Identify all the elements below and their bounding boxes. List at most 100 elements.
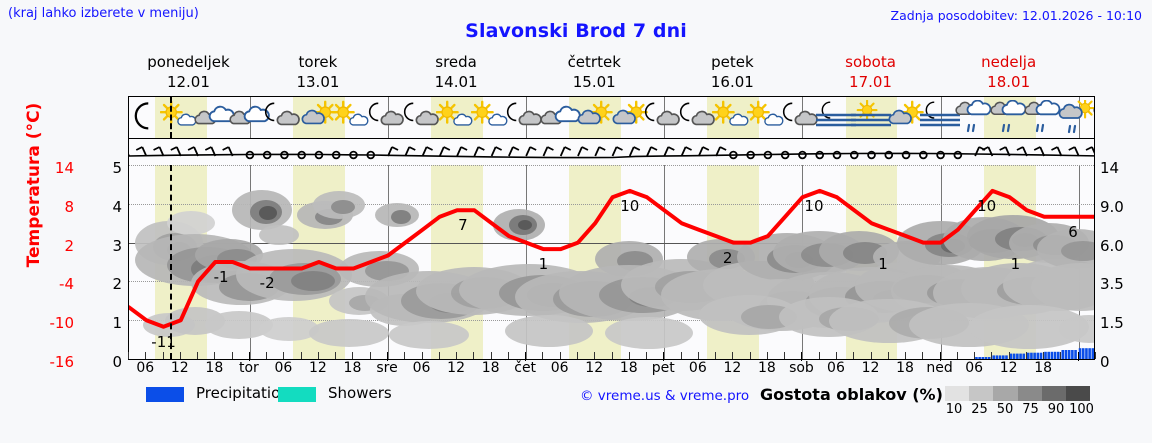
x-tick [369, 352, 371, 359]
wind-barb [999, 146, 1011, 157]
day-header-strip: ponedeljek 12.01 torek 13.01 sreda 14.01 četrt… [128, 52, 1095, 96]
x-axis-label: pet [651, 360, 675, 376]
x-tick [1077, 352, 1079, 361]
wind-barb [245, 150, 255, 160]
x-tick [853, 352, 855, 359]
day-header-6: sobota 17.01 [801, 52, 939, 96]
wind-barb [594, 146, 606, 157]
x-tick [231, 352, 233, 359]
wind-barb [1068, 146, 1080, 157]
x-tick [473, 352, 475, 359]
x-tick [179, 352, 181, 359]
day-name: nedelja [981, 53, 1037, 71]
day-name: četrtek [567, 53, 621, 71]
cloud-tick-5: 0 [1100, 353, 1110, 371]
day-name: sreda [435, 53, 477, 71]
temperature-value-label: 1 [538, 255, 549, 274]
cloud-density-legend-title: Gostota oblakov (%) [760, 385, 943, 404]
x-tick [732, 352, 734, 359]
x-tick [1043, 352, 1045, 359]
day-date: 13.01 [296, 73, 340, 91]
temperature-value-label: 6 [1068, 222, 1078, 241]
weather-icon-row [129, 97, 1094, 139]
x-tick [525, 352, 527, 361]
x-tick [870, 352, 872, 359]
x-tick [317, 352, 319, 359]
wind-barb [1033, 146, 1046, 157]
sun-cloud-icon [332, 100, 374, 138]
x-axis-label: 12 [447, 360, 465, 376]
cloud-density-swatch-2 [993, 386, 1018, 401]
cloud-density-field [135, 190, 1094, 349]
x-tick [974, 352, 976, 359]
x-tick [922, 352, 924, 359]
day-header-1: ponedeljek 12.01 [128, 52, 249, 96]
cloud-density-swatch-3 [1017, 386, 1042, 401]
x-tick [749, 352, 751, 359]
cloudy-icon [193, 100, 237, 138]
cloud-density-tick-5: 100 [1069, 402, 1094, 417]
footer-legend: Precipitation Showers [0, 382, 1152, 412]
cloud-sun-icon [574, 100, 616, 138]
wind-barb [729, 150, 738, 160]
day-separator [940, 97, 942, 138]
wind-barb [849, 150, 859, 160]
x-tick [456, 352, 458, 359]
x-tick [887, 352, 889, 359]
temp-tick-3: -4 [59, 275, 74, 294]
cloud-tick-4: 1.5 [1100, 314, 1124, 333]
day-date: 14.01 [434, 73, 478, 91]
x-tick [197, 352, 199, 359]
temp-tick-2: 2 [64, 236, 74, 255]
day-name: ponedeljek [147, 53, 230, 71]
precipitation-legend-label: Precipitation [196, 384, 290, 402]
x-axis-label: 18 [757, 360, 776, 376]
x-tick [905, 352, 907, 359]
x-axis-labels: 06 12 18 tor 06 12 18 sre 06 12 18 čet 06 12 18 pet 06 12… [128, 360, 1095, 378]
wind-barb [981, 146, 994, 157]
x-axis-label: 12 [309, 360, 327, 376]
cloudy-icon [228, 100, 272, 138]
wind-barb [204, 146, 217, 157]
x-tick [335, 352, 337, 359]
sun-fog-icon [850, 99, 893, 138]
temperature-value-label: 10 [804, 196, 824, 215]
cloud-sun-icon [885, 100, 927, 138]
x-axis-label: 12 [861, 360, 880, 376]
x-tick [1008, 352, 1010, 359]
wind-barb [297, 150, 306, 160]
temperature-value-label: -2 [259, 274, 275, 293]
copyright-link[interactable]: © vreme.us & vreme.pro [580, 388, 750, 404]
x-tick [162, 352, 164, 359]
temperature-value-label: 10 [620, 196, 640, 215]
moon-cloud-icon [402, 100, 444, 138]
x-axis-label: 06 [136, 360, 155, 376]
wind-barb [314, 150, 324, 160]
cloud-sun-rain-icon [1057, 97, 1094, 138]
wind-barb [746, 150, 755, 160]
x-tick [801, 352, 803, 361]
x-tick [680, 352, 682, 359]
x-tick [352, 352, 354, 359]
x-tick [283, 352, 285, 359]
x-tick [559, 352, 561, 359]
temperature-value-label: 2 [722, 248, 733, 267]
x-axis-label: 12 [170, 360, 189, 376]
wind-barb [262, 150, 272, 160]
wind-barb [698, 146, 710, 157]
day-date: 17.01 [849, 73, 892, 91]
wind-barb [1051, 146, 1063, 157]
current-time-marker [170, 165, 173, 359]
gridline [129, 165, 1094, 166]
prec-tick-1: 4 [112, 197, 122, 216]
wind-barb [349, 150, 358, 160]
wind-barb [187, 146, 199, 157]
x-tick [991, 352, 993, 359]
day-header-3: sreda 14.01 [387, 52, 525, 96]
cloud-density-tick-2: 50 [996, 402, 1014, 417]
cloud-density-colorbar [945, 386, 1091, 401]
moon-cloud-icon [263, 100, 305, 138]
wind-barb [490, 146, 503, 157]
x-tick [1060, 352, 1062, 359]
cloud-density-tick-4: 90 [1047, 402, 1065, 417]
